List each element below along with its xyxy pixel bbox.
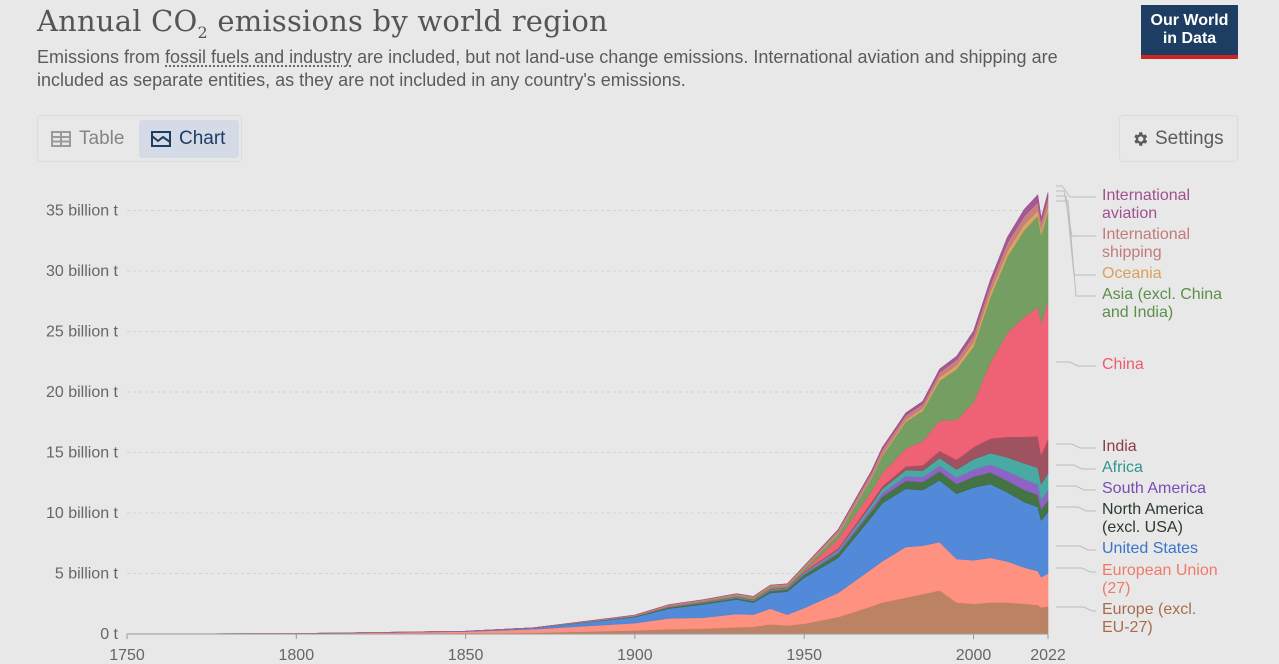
legend-connector	[1056, 567, 1096, 573]
legend-label-north-america-excl-usa[interactable]: (excl. USA)	[1102, 519, 1183, 536]
x-tick-label: 1850	[448, 647, 484, 664]
y-tick-label: 10 billion t	[46, 505, 119, 522]
view-tabs: Table Chart	[37, 115, 242, 162]
legend-connector	[1056, 506, 1096, 512]
legend-label-european-union-27[interactable]: European Union	[1102, 562, 1218, 579]
settings-button[interactable]: Settings	[1119, 115, 1238, 162]
y-tick-label: 30 billion t	[46, 263, 119, 280]
tab-table[interactable]: Table	[39, 120, 137, 158]
legend-label-india[interactable]: India	[1102, 438, 1137, 455]
legend-label-south-america[interactable]: South America	[1102, 480, 1206, 497]
area-international-aviation[interactable]	[126, 192, 1049, 635]
y-tick-label: 25 billion t	[46, 324, 119, 341]
gear-icon	[1134, 131, 1148, 146]
legend-label-africa[interactable]: Africa	[1102, 459, 1143, 476]
legend-label-european-union-27[interactable]: (27)	[1102, 580, 1130, 597]
legend-connector	[1056, 195, 1096, 276]
legend-label-international-aviation[interactable]: aviation	[1102, 205, 1157, 222]
legend-label-international-aviation[interactable]: International	[1102, 187, 1190, 204]
chart-icon	[151, 131, 171, 147]
legend-label-international-shipping[interactable]: International	[1102, 226, 1190, 243]
legend-connector	[1056, 443, 1096, 449]
owid-logo[interactable]: Our World in Data	[1141, 5, 1238, 59]
legend-connector	[1056, 185, 1096, 198]
legend-label-china[interactable]: China	[1102, 356, 1144, 373]
legend-label-asia-excl-china-and-india[interactable]: and India)	[1102, 304, 1173, 321]
legend-label-europe-excl-eu-27[interactable]: Europe (excl.	[1102, 601, 1196, 618]
fossil-fuels-link[interactable]: fossil fuels and industry	[165, 47, 353, 67]
y-tick-label: 15 billion t	[46, 445, 119, 462]
legend-label-international-shipping[interactable]: shipping	[1102, 244, 1162, 261]
legend-connector	[1056, 485, 1096, 491]
legend-connector	[1056, 190, 1096, 237]
y-tick-label: 20 billion t	[46, 384, 119, 401]
legend-connector	[1056, 545, 1096, 551]
chart-subtitle: Emissions from fossil fuels and industry…	[37, 47, 1058, 90]
x-tick-label: 1750	[109, 647, 145, 664]
x-tick-label: 1900	[617, 647, 653, 664]
x-tick-label: 1800	[279, 647, 315, 664]
legend-label-europe-excl-eu-27[interactable]: EU-27)	[1102, 619, 1153, 636]
chart-title: Annual CO2 emissions by world region	[37, 4, 608, 42]
legend-connector	[1056, 200, 1096, 297]
tab-chart[interactable]: Chart	[139, 120, 239, 158]
x-tick-label: 2022	[1030, 647, 1066, 664]
table-icon	[51, 131, 71, 147]
legend-label-north-america-excl-usa[interactable]: North America	[1102, 501, 1203, 518]
y-tick-label: 5 billion t	[55, 566, 119, 583]
x-tick-label: 2000	[956, 647, 992, 664]
legend-label-united-states[interactable]: United States	[1102, 540, 1198, 557]
x-tick-label: 1950	[786, 647, 822, 664]
y-tick-label: 35 billion t	[46, 203, 119, 220]
y-tick-label: 0 t	[100, 626, 118, 643]
legend-connector	[1056, 361, 1096, 367]
legend-connector	[1056, 606, 1096, 612]
legend-label-oceania[interactable]: Oceania	[1102, 265, 1162, 282]
legend-label-asia-excl-china-and-india[interactable]: Asia (excl. China	[1102, 286, 1222, 303]
legend-connector	[1056, 464, 1096, 470]
